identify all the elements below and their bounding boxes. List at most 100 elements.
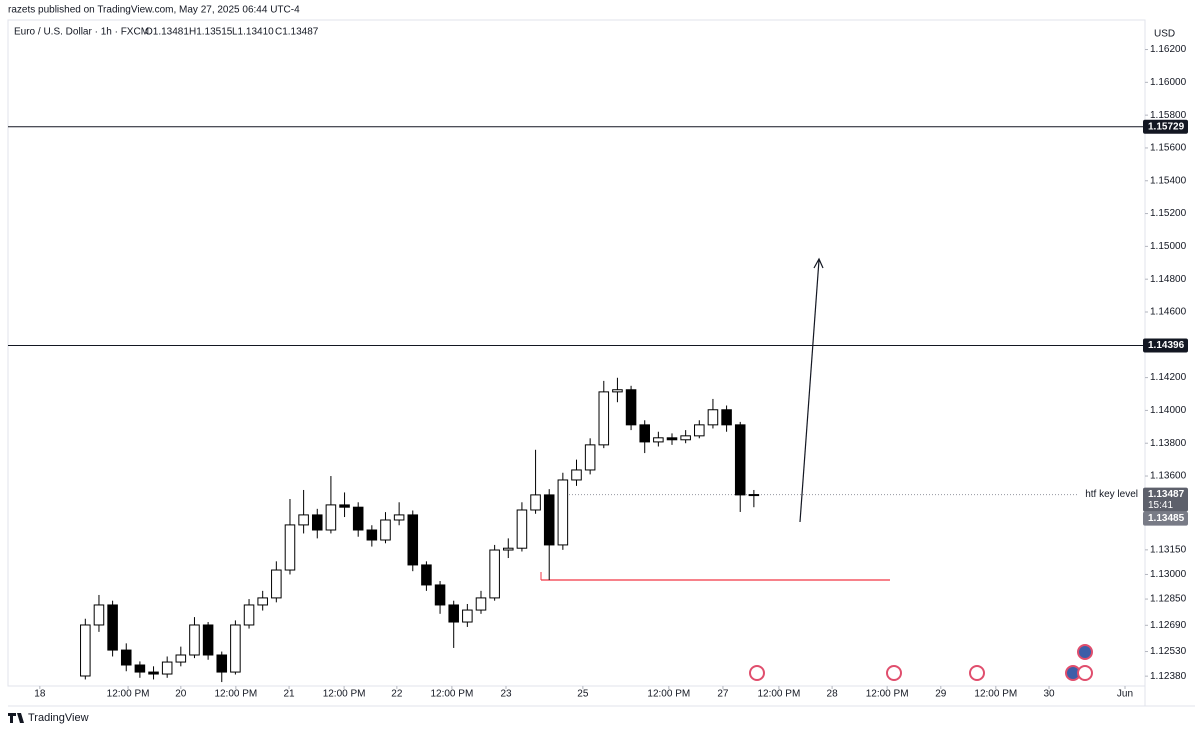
candle-body — [407, 514, 419, 566]
x-tick-label: 12:00 PM — [323, 689, 366, 700]
candle-body — [230, 624, 241, 673]
y-tick-label: 1.13150 — [1150, 544, 1187, 555]
candle-body — [557, 479, 569, 546]
event-icons — [749, 644, 1093, 681]
y-tick-label: 1.15600 — [1150, 143, 1187, 154]
candle-body — [120, 649, 132, 666]
candle-body — [543, 494, 555, 546]
candle-body — [448, 604, 459, 623]
event-icon — [749, 665, 765, 681]
bid-price-label: 1.13485 — [1148, 513, 1185, 524]
publisher: razets published on TradingView.com, May… — [8, 5, 300, 16]
candle-body — [598, 391, 610, 446]
event-icon — [969, 665, 985, 681]
x-tick-label: 25 — [577, 689, 589, 700]
key-level-label: htf key level — [1085, 489, 1138, 500]
candle-body — [639, 424, 650, 443]
y-tick-label: 1.16000 — [1150, 77, 1187, 88]
candle-body — [93, 604, 105, 626]
candle-body — [653, 437, 664, 443]
arrow-head — [813, 257, 824, 269]
ohlc-label: O1.13481 — [145, 27, 189, 38]
candle-body — [680, 435, 691, 441]
x-tick-label: 12:00 PM — [866, 689, 909, 700]
candle-body — [666, 437, 678, 441]
y-tick-label: 1.14800 — [1150, 274, 1187, 285]
candle-body — [366, 529, 378, 541]
chart-title: Euro / U.S. Dollar · 1h · FXCM — [14, 27, 149, 38]
y-tick-label: 1.12530 — [1150, 646, 1187, 657]
x-tick-label: 27 — [717, 689, 729, 700]
candle-body — [284, 524, 296, 571]
y-tick-label: 1.13600 — [1150, 471, 1187, 482]
level-tag — [1143, 119, 1188, 134]
x-tick-label: 22 — [391, 689, 403, 700]
candle-body — [612, 389, 623, 393]
candle-body — [694, 424, 705, 437]
event-icon — [1077, 665, 1093, 681]
candle-body — [352, 506, 364, 531]
candle-body — [462, 609, 473, 623]
y-tick-label: 1.16200 — [1150, 44, 1187, 55]
candle-body — [271, 569, 282, 599]
x-tick-label: 12:00 PM — [757, 689, 800, 700]
last-price-label: 1.13487 — [1148, 489, 1185, 500]
candle-body — [134, 664, 146, 673]
x-tick-label: 18 — [34, 689, 46, 700]
y-tick-label: 1.15000 — [1150, 241, 1187, 252]
candle-body — [393, 514, 405, 521]
x-tick-label: 21 — [284, 689, 296, 700]
arrow-drawing — [799, 257, 824, 523]
candle-body — [175, 654, 187, 663]
y-tick-label: 1.14000 — [1150, 405, 1187, 416]
candle-body — [571, 469, 582, 481]
candle-body — [202, 624, 214, 656]
candle-body — [503, 547, 514, 551]
currency: USD — [1154, 29, 1175, 40]
candle-body — [748, 494, 760, 497]
candle-body — [311, 514, 323, 531]
x-tick-label: 12:00 PM — [647, 689, 690, 700]
y-tick-label: 1.13800 — [1150, 438, 1187, 449]
x-tick-label: 28 — [827, 689, 839, 700]
candle-body — [734, 424, 746, 496]
candle-body — [380, 519, 391, 541]
candle-body — [161, 661, 173, 675]
x-tick-label: 12:00 PM — [974, 689, 1017, 700]
candle-body — [257, 597, 268, 606]
candle-body — [189, 624, 200, 656]
level-label: 1.14396 — [1148, 340, 1185, 351]
ohlc-label: C1.13487 — [275, 27, 319, 38]
y-tick-label: 1.12850 — [1150, 594, 1187, 605]
x-tick-label: Jun — [1117, 689, 1133, 700]
candle-body — [148, 671, 159, 675]
x-tick-label: 29 — [935, 689, 947, 700]
footer: TradingView — [28, 712, 89, 724]
candle-body — [80, 624, 91, 677]
candle-body — [243, 604, 255, 626]
y-tick-label: 1.12690 — [1150, 620, 1187, 631]
event-icon — [1077, 644, 1093, 660]
ohlc-label: H1.13515 — [189, 27, 233, 38]
candle-body — [489, 549, 500, 599]
x-tick-label: 12:00 PM — [430, 689, 473, 700]
level-label: 1.15729 — [1148, 121, 1185, 132]
x-tick-label: 30 — [1043, 689, 1055, 700]
y-tick-label: 1.15800 — [1150, 110, 1187, 121]
candle-body — [298, 514, 309, 526]
level-tag — [1143, 338, 1188, 353]
y-tick-label: 1.14600 — [1150, 307, 1187, 318]
arrow-line — [799, 259, 820, 523]
candle-body — [421, 564, 432, 586]
candle-body — [625, 389, 637, 426]
y-tick-label: 1.13000 — [1150, 569, 1187, 580]
y-tick-label: 1.15400 — [1150, 175, 1187, 186]
last-price-tag — [1143, 487, 1188, 512]
candle-body — [339, 504, 350, 508]
y-tick-label: 1.14200 — [1150, 372, 1187, 383]
candle-body — [584, 444, 596, 471]
y-tick-label: 1.15200 — [1150, 208, 1187, 219]
candle-body — [721, 409, 732, 426]
candle-body — [475, 597, 487, 611]
